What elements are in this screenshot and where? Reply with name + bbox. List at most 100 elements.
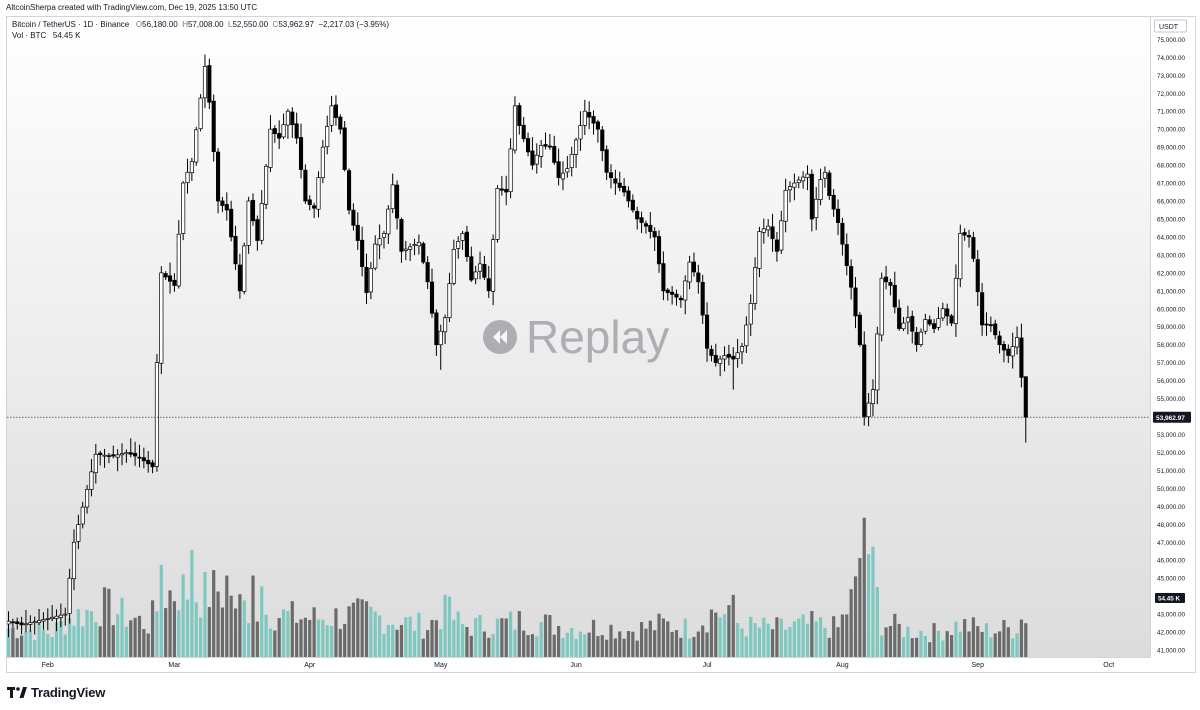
volume-label[interactable]: Vol · BTC [12, 31, 47, 40]
volume-bar [666, 621, 670, 657]
candle-body [58, 614, 63, 618]
volume-bar [203, 571, 207, 657]
candle-body [15, 621, 20, 625]
currency-box [1154, 19, 1187, 33]
volume-bar [386, 624, 390, 657]
candle-body [216, 151, 221, 202]
price-tick-label: 43,000.00 [1157, 612, 1186, 619]
price-tick-label: 63,000.00 [1157, 252, 1186, 259]
price-tick-label: 58,000.00 [1157, 342, 1186, 349]
volume-bar [421, 638, 425, 657]
candle-body [207, 65, 212, 103]
volume-bar [487, 637, 491, 657]
candle-body [285, 110, 290, 126]
time-axis-background [7, 657, 1195, 672]
price-tick-label: 69,000.00 [1157, 145, 1186, 152]
candle-body [443, 317, 448, 333]
candle-body [403, 248, 408, 251]
volume-bar [1002, 619, 1006, 657]
volume-bar [1006, 627, 1010, 657]
low-label: L [228, 20, 233, 29]
volume-bar [993, 633, 997, 657]
price-tick-label: 60,000.00 [1157, 306, 1186, 313]
candle-body [233, 235, 238, 265]
price-chart[interactable]: Replay USDT 75,000.00 74,000.00 73,000.00 72,… [7, 17, 1195, 672]
candle-body [918, 331, 924, 345]
chart-panel[interactable]: Replay USDT 75,000.00 74,000.00 73,000.00 72,… [6, 16, 1196, 673]
currency-label: USDT [1159, 24, 1179, 31]
candle-body [386, 208, 391, 235]
candle-body [578, 125, 583, 140]
candle-body [28, 622, 33, 625]
candle-body [975, 259, 980, 293]
candle-body [822, 171, 827, 179]
candle-body [560, 172, 566, 180]
volume-bar [578, 631, 583, 657]
volume-bar [373, 611, 377, 657]
tradingview-logo[interactable]: TradingView [7, 685, 105, 700]
symbol-name[interactable]: Bitcoin / TetherUS · 1D · Binance [12, 20, 130, 29]
volume-bar [264, 614, 268, 657]
candle-body [661, 263, 666, 292]
candle-body [381, 232, 387, 238]
volume-bar [500, 618, 504, 657]
candle-body [879, 277, 884, 336]
candle-body [347, 170, 352, 211]
candle-body [862, 344, 867, 417]
volume-bar [989, 637, 993, 657]
candle-body [499, 188, 504, 191]
volume-bar [941, 640, 945, 657]
time-tick-label: Mar [168, 662, 181, 669]
price-tick-label: 72,000.00 [1157, 91, 1186, 98]
volume-bar [919, 630, 923, 657]
candle-body [185, 171, 190, 184]
candle-body [307, 199, 312, 205]
candle-body [294, 123, 299, 139]
candle-body [617, 182, 622, 188]
low-value: 52,550.00 [232, 20, 269, 29]
candle-body [849, 266, 854, 288]
volume-bar [399, 625, 404, 657]
candle-body [905, 317, 910, 323]
price-tick-label: 73,000.00 [1157, 73, 1186, 80]
candle-body [54, 615, 59, 619]
volume-bar [76, 609, 80, 657]
price-tick-label: 48,000.00 [1157, 522, 1186, 529]
candle-body [652, 231, 657, 238]
volume-bar [351, 602, 356, 657]
volume-bar [792, 621, 796, 657]
volume-bar [915, 637, 919, 657]
candle-body [787, 186, 793, 191]
price-tick-label: 74,000.00 [1157, 55, 1186, 62]
candle-body [355, 224, 360, 241]
candle-body [63, 613, 68, 616]
candle-body [980, 292, 985, 326]
volume-bar [923, 635, 927, 657]
candle-body [491, 239, 496, 292]
volume-bar [757, 627, 762, 657]
high-label: H [182, 20, 188, 29]
open-label: O [135, 20, 143, 29]
candle-body [953, 277, 958, 324]
volume-bar [54, 622, 59, 657]
volume-bar [818, 617, 823, 657]
volume-bar [216, 591, 220, 657]
volume-bar [574, 638, 578, 657]
volume-bar [460, 624, 465, 657]
volume-bar [508, 611, 513, 657]
candle-body [202, 65, 208, 99]
candle-body [333, 104, 339, 118]
candle-body [237, 264, 242, 292]
price-tick-label: 52,000.00 [1157, 450, 1186, 457]
candle-body [626, 190, 631, 202]
candle-body [700, 281, 705, 316]
candle-body [425, 262, 430, 283]
volume-bar [884, 627, 888, 657]
candle-body [783, 189, 788, 222]
volume-bar [692, 636, 696, 657]
candle-body [766, 225, 771, 231]
candle-body [552, 146, 557, 163]
volume-line: Vol · BTC 54.45 K [12, 30, 389, 41]
candle-body [809, 173, 814, 220]
volume-bar [33, 640, 37, 657]
